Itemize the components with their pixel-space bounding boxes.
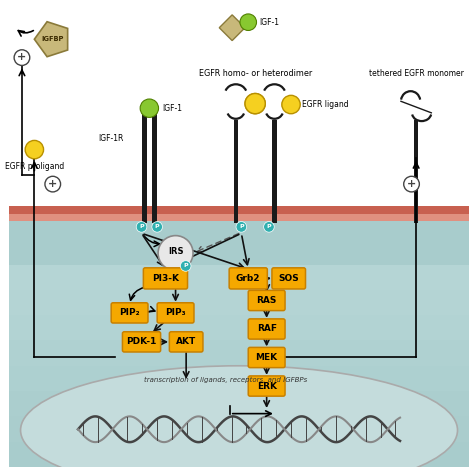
Text: P: P	[155, 224, 159, 229]
Text: EGFR ligand: EGFR ligand	[302, 100, 349, 109]
FancyBboxPatch shape	[248, 291, 285, 310]
Text: SOS: SOS	[278, 274, 299, 283]
Text: PIP₂: PIP₂	[119, 309, 140, 318]
Bar	[414, 120, 419, 223]
Text: +: +	[18, 52, 27, 62]
FancyBboxPatch shape	[272, 268, 306, 289]
Polygon shape	[219, 15, 245, 41]
Text: P: P	[139, 224, 144, 229]
Circle shape	[45, 176, 61, 192]
Text: +: +	[407, 179, 416, 189]
Circle shape	[404, 176, 419, 192]
Text: MEK: MEK	[255, 353, 278, 362]
Text: RAF: RAF	[256, 325, 277, 334]
Bar	[142, 108, 146, 223]
FancyBboxPatch shape	[248, 347, 285, 368]
Text: PDK-1: PDK-1	[127, 337, 157, 346]
Bar	[9, 7, 469, 221]
Bar	[9, 340, 469, 366]
Bar	[9, 315, 469, 340]
Circle shape	[245, 93, 265, 114]
Text: IRS: IRS	[168, 247, 183, 256]
Text: P: P	[267, 224, 271, 229]
Text: ERK: ERK	[256, 382, 277, 391]
Text: RAS: RAS	[256, 296, 277, 305]
Circle shape	[158, 236, 193, 271]
Text: IGF-1: IGF-1	[259, 18, 279, 27]
FancyBboxPatch shape	[169, 332, 203, 352]
FancyBboxPatch shape	[143, 268, 188, 289]
Text: transcription of ligands, receptors, and IGFBPs: transcription of ligands, receptors, and…	[144, 376, 307, 383]
Circle shape	[264, 221, 274, 232]
Text: Grb2: Grb2	[236, 274, 261, 283]
Bar	[9, 366, 469, 391]
FancyBboxPatch shape	[122, 332, 161, 352]
Text: EGFR homo- or heterodimer: EGFR homo- or heterodimer	[199, 69, 312, 78]
Circle shape	[136, 221, 147, 232]
Text: +: +	[48, 179, 57, 189]
Text: IGF-1: IGF-1	[162, 104, 182, 113]
Circle shape	[245, 93, 265, 114]
Text: tethered EGFR monomer: tethered EGFR monomer	[369, 69, 464, 78]
Bar	[9, 206, 469, 215]
FancyBboxPatch shape	[157, 303, 194, 323]
Bar	[9, 442, 469, 467]
Bar	[9, 391, 469, 416]
Bar	[9, 290, 469, 315]
Bar	[9, 264, 469, 290]
FancyBboxPatch shape	[248, 376, 285, 396]
Circle shape	[140, 99, 158, 118]
Bar	[9, 416, 469, 442]
Text: P: P	[239, 224, 244, 229]
FancyBboxPatch shape	[229, 268, 267, 289]
Bar	[234, 120, 238, 223]
Text: PI3-K: PI3-K	[152, 274, 179, 283]
Circle shape	[282, 95, 300, 114]
Text: EGFR proligand: EGFR proligand	[5, 163, 64, 172]
Circle shape	[152, 221, 163, 232]
Text: IGF-1R: IGF-1R	[99, 134, 124, 143]
FancyBboxPatch shape	[111, 303, 148, 323]
Circle shape	[14, 50, 30, 65]
Text: IGFBP: IGFBP	[42, 36, 64, 42]
Circle shape	[181, 261, 191, 271]
Bar	[272, 120, 277, 223]
Ellipse shape	[20, 366, 457, 474]
Circle shape	[236, 221, 246, 232]
Bar	[9, 212, 469, 467]
Text: AKT: AKT	[176, 337, 196, 346]
Bar	[9, 214, 469, 221]
Circle shape	[240, 14, 256, 30]
Circle shape	[25, 140, 44, 159]
Text: PIP₃: PIP₃	[165, 309, 186, 318]
FancyBboxPatch shape	[248, 319, 285, 339]
Text: P: P	[183, 264, 188, 268]
Bar	[152, 108, 157, 223]
